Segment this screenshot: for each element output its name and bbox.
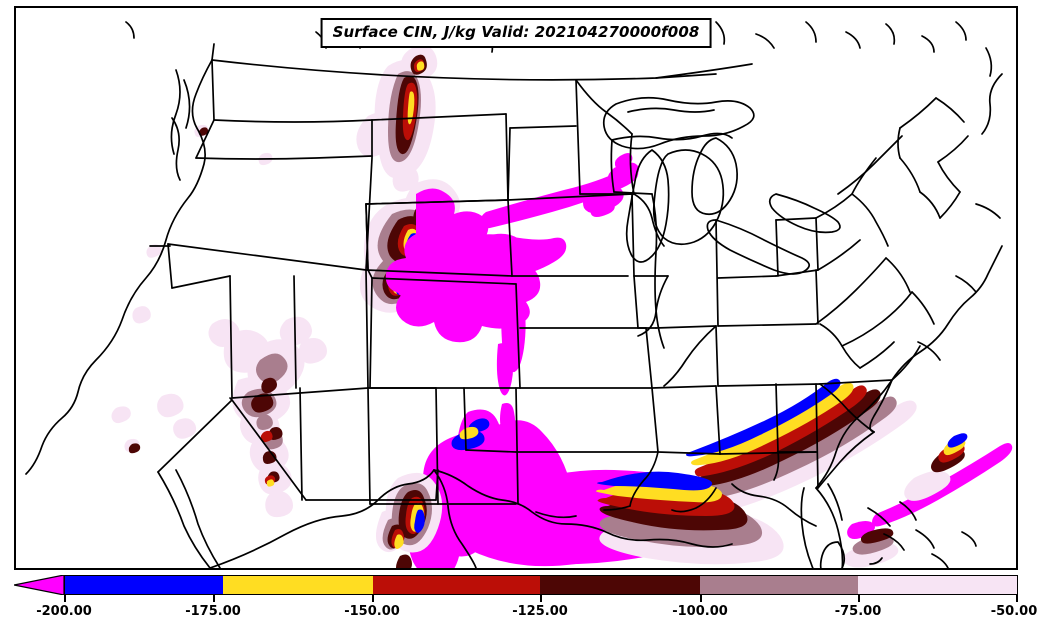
cin-filled-contours <box>111 45 1013 568</box>
colorbar-tick <box>700 595 702 602</box>
colorbar-segment-firebrick <box>373 575 540 595</box>
map-canvas <box>16 8 1016 568</box>
colorbar-tick-label: -175.00 <box>185 604 241 619</box>
colorbar-segment-palepink <box>858 575 1018 595</box>
colorbar: -200.00 -175.00 -150.00 -125.00 -100.00 … <box>0 570 1044 632</box>
colorbar-tick-label: -200.00 <box>36 604 92 619</box>
colorbar-tick <box>213 595 215 602</box>
colorbar-tick-label: -75.00 <box>834 604 882 619</box>
colorbar-tick <box>858 595 860 602</box>
colorbar-tick-label: -50.00 <box>990 604 1038 619</box>
colorbar-tick <box>540 595 542 602</box>
colorbar-segment-blue <box>64 575 223 595</box>
colorbar-tick-label: -150.00 <box>344 604 400 619</box>
colorbar-segment-mauve <box>700 575 858 595</box>
colorbar-tick-label: -125.00 <box>512 604 568 619</box>
colorbar-axis: -200.00 -175.00 -150.00 -125.00 -100.00 … <box>14 575 1037 619</box>
colorbar-under-arrow <box>14 575 64 595</box>
colorbar-tick <box>372 595 374 602</box>
map-title-box: Surface CIN, J/kg Valid: 202104270000f00… <box>320 18 712 48</box>
colorbar-tick <box>1016 595 1018 602</box>
map-outlines <box>25 21 1003 568</box>
map-title-text: Surface CIN, J/kg Valid: 202104270000f00… <box>332 23 700 41</box>
colorbar-segment-maroon <box>540 575 700 595</box>
colorbar-tick-label: -100.00 <box>672 604 728 619</box>
colorbar-segment-yellow <box>223 575 373 595</box>
map-panel: Surface CIN, J/kg Valid: 202104270000f00… <box>14 6 1018 570</box>
colorbar-tick <box>64 595 66 602</box>
